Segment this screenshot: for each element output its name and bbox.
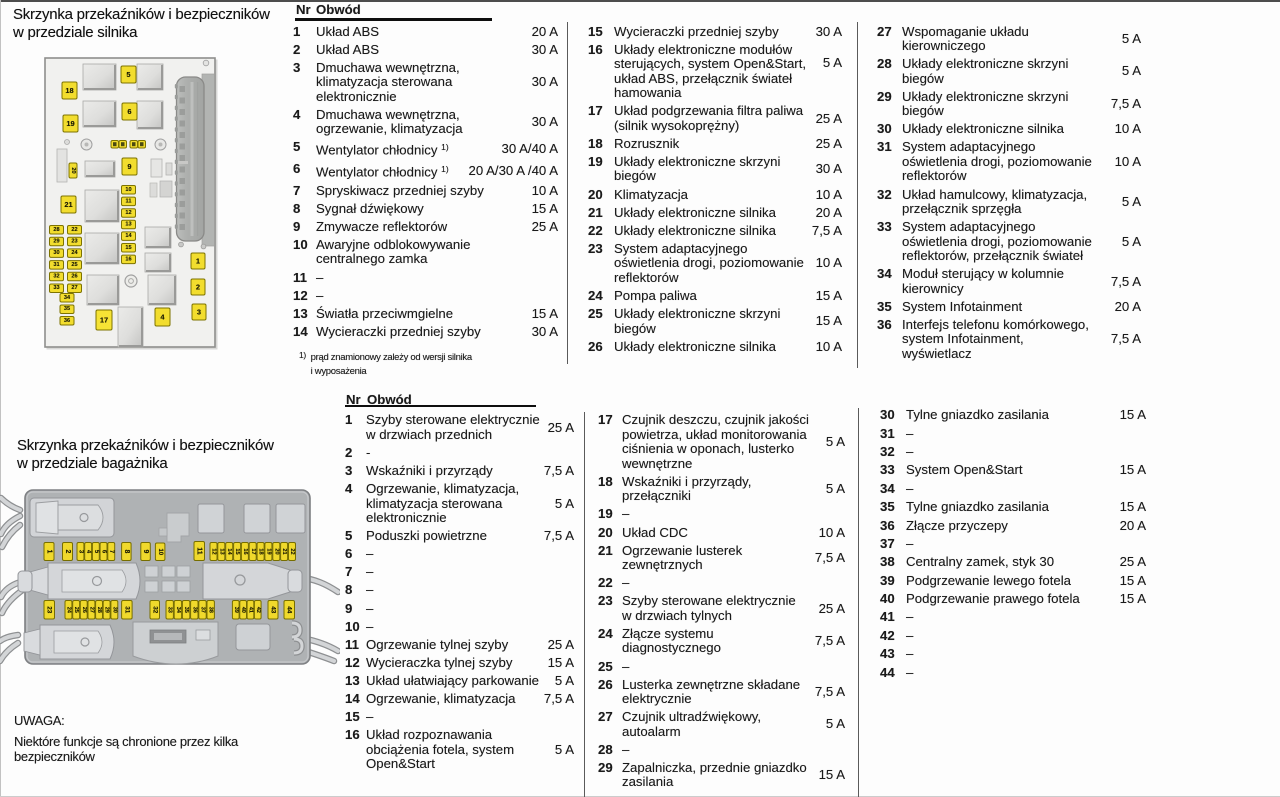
svg-text:3: 3 [78, 550, 84, 554]
svg-text:1: 1 [196, 257, 200, 266]
svg-text:32: 32 [151, 606, 158, 614]
svg-text:28: 28 [53, 227, 59, 233]
svg-text:26: 26 [81, 607, 87, 613]
svg-text:31: 31 [53, 262, 59, 268]
svg-text:2: 2 [196, 283, 200, 292]
svg-text:42: 42 [255, 607, 261, 613]
svg-text:5: 5 [93, 550, 99, 554]
svg-text:33: 33 [53, 285, 59, 291]
svg-text:12: 12 [211, 548, 217, 554]
svg-text:24: 24 [66, 607, 72, 614]
svg-text:2: 2 [64, 550, 71, 554]
svg-text:38: 38 [208, 607, 214, 613]
svg-text:11: 11 [126, 198, 132, 204]
svg-text:23: 23 [46, 606, 53, 614]
svg-text:32: 32 [53, 274, 59, 280]
svg-text:13: 13 [218, 548, 224, 554]
svg-text:15: 15 [234, 548, 240, 554]
svg-text:41: 41 [247, 607, 253, 613]
svg-text:14: 14 [125, 233, 132, 239]
svg-text:35: 35 [64, 306, 70, 312]
svg-text:20: 20 [70, 167, 76, 173]
svg-text:25: 25 [73, 607, 79, 613]
svg-text:37: 37 [200, 607, 206, 613]
svg-text:24: 24 [71, 250, 78, 256]
svg-text:4: 4 [85, 550, 91, 554]
svg-text:31: 31 [123, 606, 130, 614]
svg-text:6: 6 [127, 107, 131, 116]
svg-text:14: 14 [226, 548, 232, 555]
svg-text:8: 8 [123, 550, 130, 554]
svg-text:19: 19 [66, 119, 74, 128]
svg-text:6: 6 [101, 550, 107, 554]
svg-text:44: 44 [286, 606, 293, 614]
svg-text:12: 12 [125, 210, 131, 216]
svg-text:35: 35 [183, 607, 189, 613]
svg-text:17: 17 [250, 548, 256, 554]
svg-text:33: 33 [167, 607, 173, 613]
svg-text:28: 28 [96, 607, 102, 613]
svg-text:1: 1 [46, 550, 53, 554]
svg-text:17: 17 [100, 316, 108, 325]
svg-text:34: 34 [175, 607, 181, 614]
svg-text:18: 18 [258, 548, 264, 554]
svg-text:9: 9 [127, 162, 131, 171]
svg-text:20: 20 [273, 548, 279, 554]
svg-text:7: 7 [108, 550, 114, 554]
svg-text:18: 18 [65, 86, 73, 95]
svg-text:36: 36 [64, 318, 70, 324]
svg-text:19: 19 [265, 548, 271, 554]
svg-text:27: 27 [71, 285, 77, 291]
svg-text:34: 34 [64, 295, 71, 301]
svg-text:29: 29 [104, 607, 110, 613]
svg-text:10: 10 [157, 548, 163, 555]
svg-text:25: 25 [71, 262, 77, 268]
svg-text:15: 15 [125, 245, 131, 251]
svg-text:9: 9 [142, 550, 149, 554]
svg-text:40: 40 [240, 607, 246, 613]
svg-text:39: 39 [233, 607, 239, 613]
svg-text:43: 43 [270, 606, 277, 614]
svg-text:10: 10 [125, 187, 131, 193]
svg-text:16: 16 [242, 548, 248, 554]
svg-text:21: 21 [281, 548, 287, 554]
svg-text:3: 3 [197, 308, 201, 317]
svg-text:5: 5 [126, 70, 130, 79]
svg-text:23: 23 [71, 238, 77, 244]
svg-text:21: 21 [64, 200, 72, 209]
svg-text:36: 36 [191, 607, 197, 613]
svg-text:30: 30 [111, 607, 117, 613]
svg-text:11: 11 [196, 547, 203, 555]
svg-text:22: 22 [71, 227, 77, 233]
svg-text:27: 27 [88, 607, 94, 613]
svg-text:22: 22 [289, 548, 295, 554]
svg-text:16: 16 [125, 256, 131, 262]
svg-text:30: 30 [53, 250, 59, 256]
svg-text:26: 26 [71, 274, 77, 280]
svg-text:13: 13 [125, 222, 131, 228]
svg-text:29: 29 [53, 238, 59, 244]
svg-text:4: 4 [160, 313, 165, 322]
